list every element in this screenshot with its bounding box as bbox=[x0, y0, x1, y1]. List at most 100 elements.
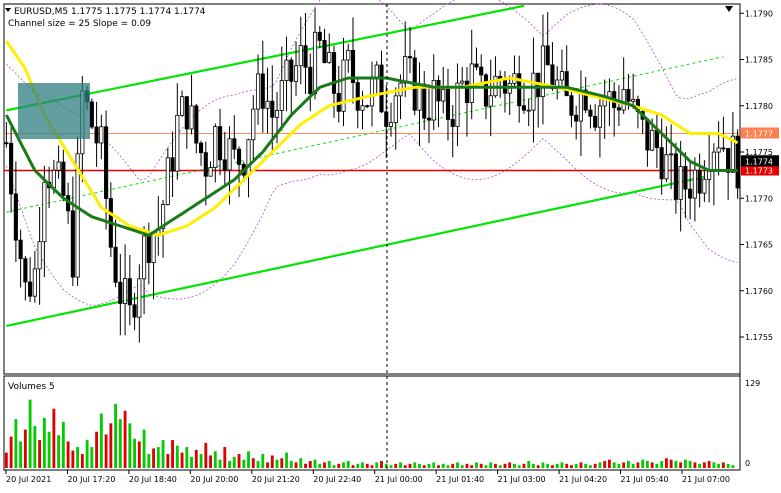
highlight-zone bbox=[18, 83, 90, 139]
candle bbox=[460, 66, 465, 87]
candle bbox=[303, 12, 308, 94]
candle-body bbox=[616, 107, 621, 111]
candle-body bbox=[161, 204, 166, 229]
candle bbox=[597, 94, 602, 158]
candle-body bbox=[531, 72, 536, 111]
candle bbox=[355, 76, 360, 129]
candle-body bbox=[28, 281, 33, 297]
volume-pane-frame bbox=[3, 375, 741, 471]
candle-body bbox=[9, 142, 14, 195]
candle bbox=[426, 84, 432, 143]
candle bbox=[346, 43, 351, 73]
time-axis: 20 Jul 2021 20 Jul 17:20 20 Jul 18:40 20 Ju… bbox=[5, 470, 730, 484]
regression-channel bbox=[6, 4, 724, 327]
candle bbox=[175, 83, 180, 180]
candle-body bbox=[32, 268, 37, 297]
candle bbox=[526, 98, 531, 127]
symbol-ohlc-label: EURUSD,M5 1.1775 1.1775 1.1774 1.1774 bbox=[14, 7, 206, 17]
candle-body bbox=[279, 80, 284, 111]
candle-body bbox=[678, 166, 683, 200]
candle-body bbox=[189, 105, 194, 130]
candle bbox=[289, 57, 294, 118]
candle-body bbox=[322, 40, 327, 63]
candle bbox=[688, 159, 693, 220]
candle bbox=[479, 54, 484, 85]
candle-body bbox=[270, 100, 275, 118]
candle-body bbox=[645, 118, 650, 151]
candle bbox=[445, 68, 451, 141]
candle-body bbox=[298, 45, 303, 67]
candle bbox=[441, 66, 446, 114]
candle-body bbox=[650, 129, 655, 151]
candle-body bbox=[327, 52, 332, 63]
price-tag-text: 1.1777 bbox=[745, 130, 773, 139]
candle bbox=[469, 29, 474, 120]
candle bbox=[531, 37, 536, 143]
candle bbox=[683, 152, 688, 219]
candle bbox=[517, 55, 522, 123]
price-tick-label: 1.1785 bbox=[745, 56, 773, 65]
candle-body bbox=[654, 129, 659, 148]
candle-body bbox=[716, 147, 721, 153]
candle-body bbox=[697, 169, 702, 194]
candle-body bbox=[123, 278, 128, 304]
candle bbox=[99, 114, 104, 160]
channel-mid-line bbox=[6, 56, 724, 213]
candle-body bbox=[479, 66, 484, 76]
symbol-dropdown-icon[interactable] bbox=[5, 8, 11, 12]
time-tick-label: 21 Jul 07:00 bbox=[682, 475, 730, 484]
candle-body bbox=[118, 281, 123, 304]
candle-body bbox=[222, 159, 227, 171]
candle bbox=[379, 50, 384, 114]
candle bbox=[659, 118, 664, 195]
time-tick-label: 20 Jul 18:40 bbox=[129, 475, 177, 484]
candle-body bbox=[170, 157, 175, 172]
candle-body bbox=[483, 74, 489, 107]
candle bbox=[4, 122, 9, 148]
candle-body bbox=[469, 63, 474, 103]
candle bbox=[28, 257, 33, 303]
volume-zero-label: 0 bbox=[745, 459, 750, 468]
time-tick-label: 21 Jul 05:40 bbox=[621, 475, 669, 484]
candle-body bbox=[726, 148, 731, 173]
fast-moving-average bbox=[5, 76, 738, 237]
candle-body bbox=[488, 95, 493, 107]
candle-body bbox=[559, 71, 564, 81]
volume-bars bbox=[4, 399, 735, 468]
candle-body bbox=[403, 56, 408, 84]
candle-body bbox=[308, 66, 313, 95]
candle-body bbox=[37, 241, 42, 270]
channel-upper-line bbox=[6, 4, 525, 112]
candle-body bbox=[626, 89, 631, 102]
price-tick-label: 1.1775 bbox=[745, 148, 773, 157]
chart-shift-icon[interactable] bbox=[725, 6, 733, 12]
candle bbox=[431, 54, 436, 131]
price-tick-label: 1.1770 bbox=[745, 194, 773, 203]
candle-body bbox=[692, 169, 697, 199]
candle-body bbox=[213, 126, 218, 168]
candle-body bbox=[113, 246, 118, 283]
candle-body bbox=[142, 235, 147, 280]
upper-band-line bbox=[6, 0, 738, 181]
candle bbox=[735, 129, 740, 199]
candle bbox=[673, 142, 678, 214]
moving-averages bbox=[5, 40, 739, 237]
candle bbox=[588, 104, 593, 129]
price-tag-text: 1.1773 bbox=[745, 167, 773, 176]
time-tick-label: 21 Jul 03:00 bbox=[498, 475, 546, 484]
time-tick-label: 21 Jul 01:40 bbox=[436, 475, 484, 484]
candle-body bbox=[388, 122, 394, 127]
channel-lower-line bbox=[6, 175, 705, 327]
candle bbox=[203, 141, 208, 206]
candle bbox=[42, 165, 47, 278]
candle bbox=[716, 121, 721, 176]
candle-body bbox=[331, 52, 337, 94]
candle-body bbox=[669, 153, 674, 156]
candle-body bbox=[441, 88, 446, 102]
candle bbox=[213, 123, 218, 183]
candle-body bbox=[711, 151, 716, 171]
candle-body bbox=[146, 235, 151, 264]
candle bbox=[593, 104, 598, 132]
candle-body bbox=[445, 88, 451, 120]
